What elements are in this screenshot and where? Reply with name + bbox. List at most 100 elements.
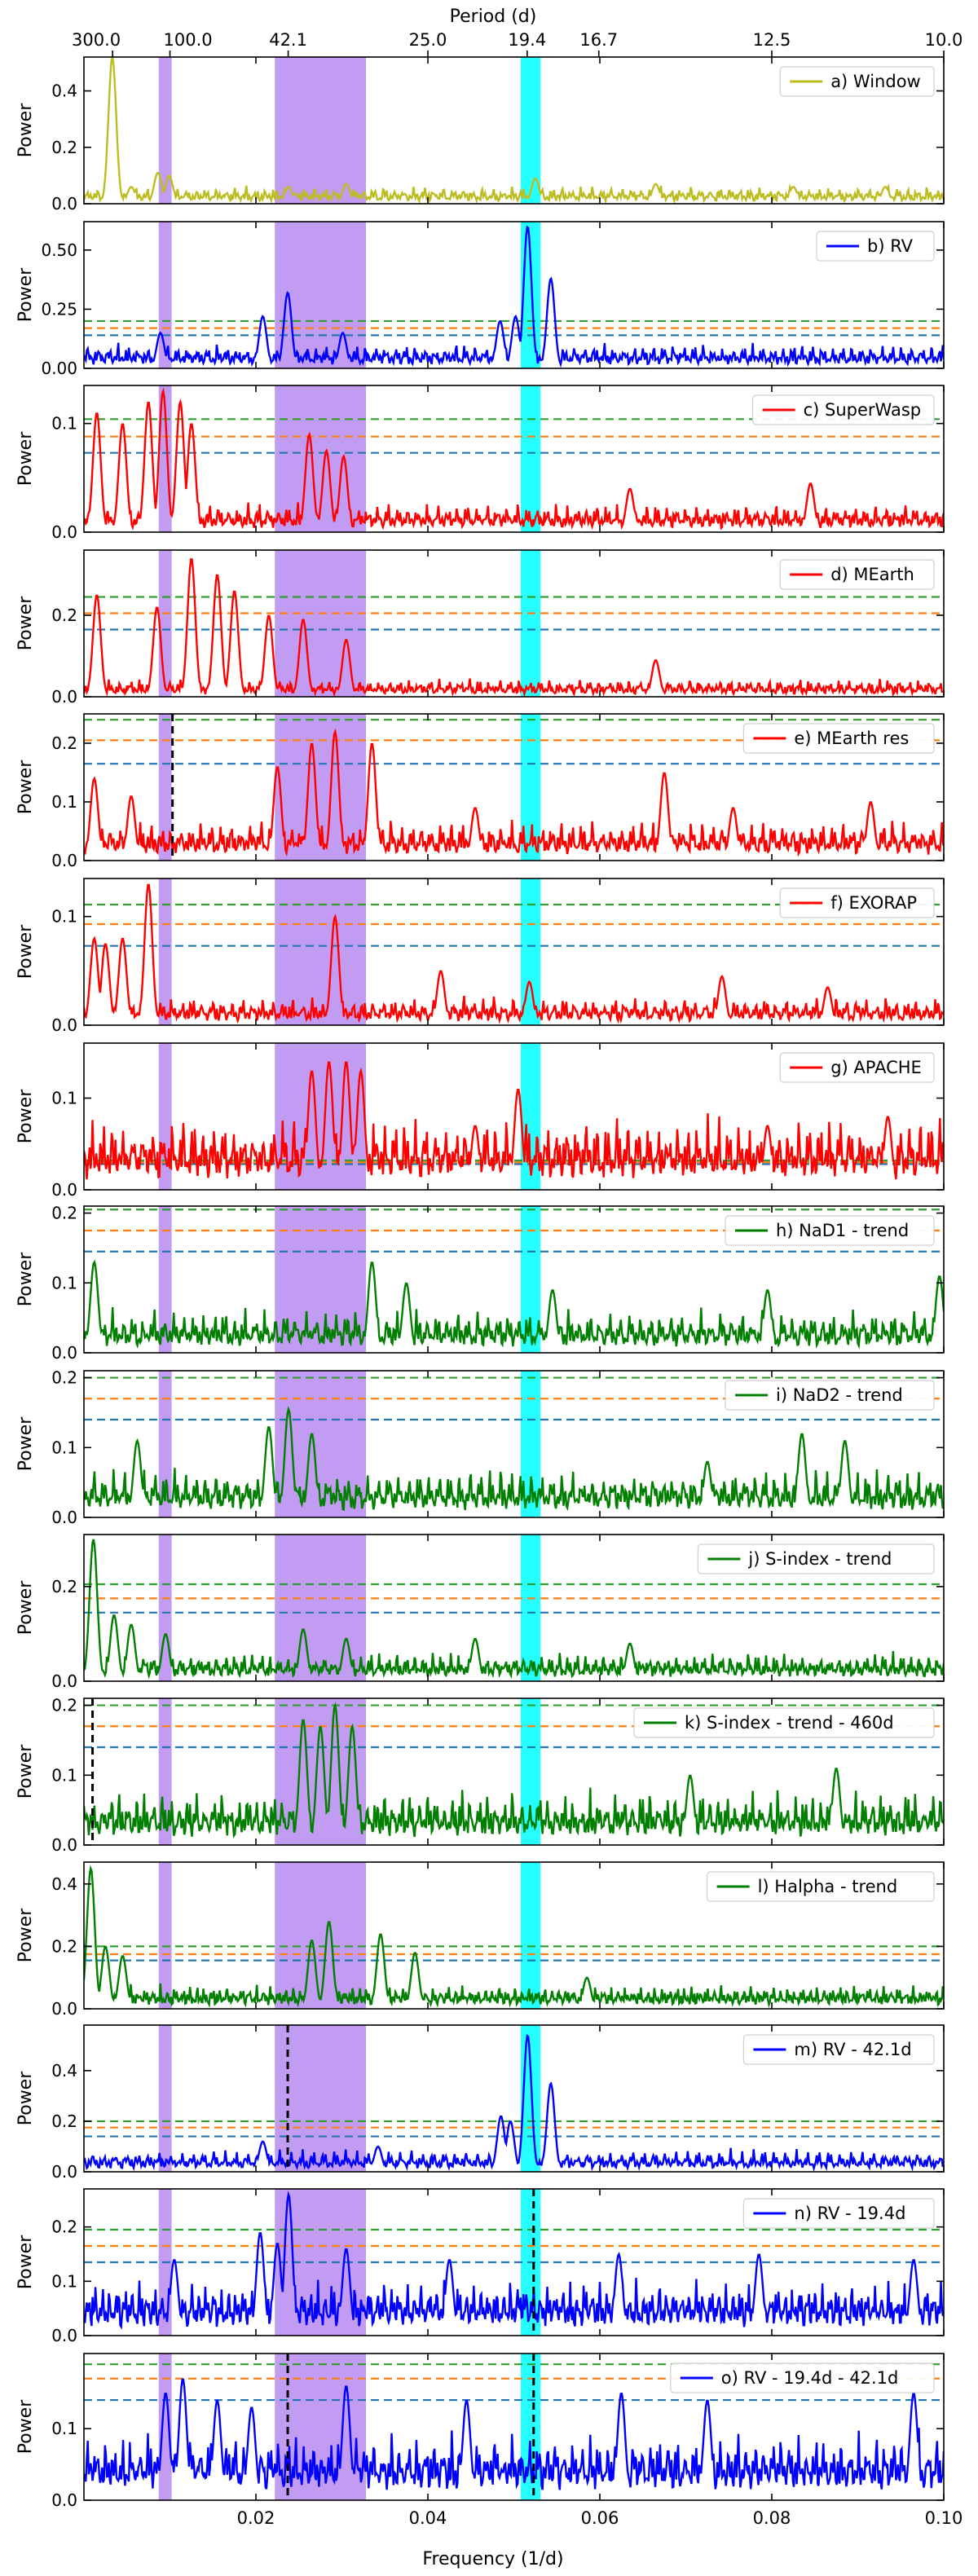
y-tick-label: 0.0: [51, 851, 77, 870]
y-tick-label: 0.0: [51, 522, 77, 542]
y-tick-label: 0.2: [51, 1204, 77, 1223]
shaded-band: [158, 714, 172, 861]
period-tick-label: 10.0: [925, 30, 963, 50]
legend-label: n) RV - 19.4d: [794, 2204, 905, 2223]
x-tick-label: 0.08: [753, 2508, 791, 2528]
panel-j: 0.0 0.2 Power j) S-index - trend: [15, 1534, 945, 1691]
legend-box: [751, 394, 935, 425]
y-tick-label: 0.00: [41, 359, 77, 378]
periodogram-line: [84, 728, 944, 857]
y-tick-label: 0.4: [51, 81, 77, 101]
panel-frame: [83, 385, 945, 533]
panel-frame: [83, 1698, 945, 1846]
y-tick-label: 0.2: [51, 2111, 77, 2131]
y-axis-label: Power: [15, 2071, 36, 2125]
shaded-band: [520, 1862, 541, 2009]
period-tick-label: 12.5: [753, 30, 791, 50]
shaded-band: [158, 1862, 172, 2009]
shaded-band: [275, 222, 367, 368]
y-axis-label: Power: [15, 1416, 36, 1471]
y-axis-label: Power: [15, 2235, 36, 2289]
shaded-band: [275, 57, 367, 204]
shaded-band: [158, 550, 172, 697]
y-tick-label: 0.2: [51, 1696, 77, 1715]
periodogram-line: [84, 387, 944, 531]
y-tick-label: 0.1: [51, 414, 77, 434]
y-tick-label: 0.1: [51, 1089, 77, 1108]
legend-box: [706, 1871, 935, 1902]
bottom-frequency-axis: 0.02 0.04 0.06 0.08 0.10: [237, 2508, 963, 2528]
y-axis-label: Power: [15, 924, 36, 979]
y-tick-label: 0.0: [51, 1999, 77, 2019]
shaded-band: [158, 57, 172, 204]
legend-label: i) NaD2 - trend: [776, 1385, 903, 1405]
y-tick-label: 0.2: [51, 1577, 77, 1596]
legend-label: j) S-index - trend: [747, 1549, 892, 1569]
legend-label: o) RV - 19.4d - 42.1d: [721, 2368, 899, 2388]
periodogram-line: [84, 1539, 944, 1680]
panel-i: 0.0 0.1 0.2 Power i) NaD2 - trend: [15, 1368, 945, 1527]
legend-box: [779, 1052, 935, 1083]
panel-frame: [83, 1370, 945, 1518]
legend-label: d) MEarth: [830, 565, 914, 584]
periodogram-line: [84, 225, 944, 368]
top-period-axis: 300.0 100.0 42.1 25.0 19.4 16.7 12.5 10.0: [72, 30, 963, 57]
legend-box: [633, 1707, 935, 1738]
y-tick-label: 0.25: [41, 299, 77, 319]
panel-n: 0.0 0.1 0.2 Power n) RV - 19.4d: [15, 2188, 945, 2345]
x-tick-label: 0.10: [925, 2508, 963, 2528]
periodogram-line: [84, 1406, 944, 1512]
panel-c: 0.0 0.1 Power c) SuperWasp: [15, 385, 945, 542]
y-axis-label: Power: [15, 596, 36, 650]
y-tick-label: 0.0: [51, 1835, 77, 1855]
legend-box: [742, 723, 935, 754]
period-tick-label: 100.0: [164, 30, 213, 50]
legend-label: a) Window: [830, 72, 921, 91]
legend-box: [725, 1380, 935, 1411]
shaded-band: [520, 878, 541, 1025]
panel-f: 0.0 0.1 Power f) EXORAP: [15, 878, 945, 1035]
y-tick-label: 0.0: [51, 1508, 77, 1527]
y-axis-label: Power: [15, 1252, 36, 1306]
legend-label: c) SuperWasp: [804, 400, 922, 420]
periodogram-line: [84, 883, 944, 1024]
period-tick-label: 300.0: [72, 30, 121, 50]
shaded-band: [158, 385, 172, 532]
shaded-band: [520, 550, 541, 697]
y-tick-label: 0.1: [51, 2419, 77, 2438]
y-tick-label: 0.1: [51, 1765, 77, 1785]
legend-box: [670, 2362, 935, 2393]
period-tick-label: 19.4: [508, 30, 546, 50]
y-tick-label: 0.1: [51, 792, 77, 812]
panel-frame: [83, 2353, 945, 2501]
y-axis-label: Power: [15, 1089, 36, 1143]
y-tick-label: 0.0: [51, 194, 77, 214]
panel-frame: [83, 221, 945, 369]
legend-box: [779, 559, 935, 590]
panel-e: 0.0 0.1 0.2 Power e) MEarth res: [15, 713, 945, 870]
periodogram-line: [84, 1259, 944, 1350]
y-axis-label: Power: [15, 1908, 36, 1962]
y-axis-label: Power: [15, 431, 36, 486]
shaded-band: [520, 385, 541, 532]
y-tick-label: 0.0: [51, 687, 77, 707]
periodogram-line: [84, 2191, 944, 2330]
shaded-band: [158, 222, 172, 368]
y-axis-label: Power: [15, 2399, 36, 2454]
y-tick-label: 0.0: [51, 1343, 77, 1363]
x-tick-label: 0.04: [409, 2508, 447, 2528]
y-tick-label: 0.4: [51, 2061, 77, 2081]
panel-a: 0.0 0.2 0.4 Power a) Window: [15, 56, 945, 214]
y-axis-label: Power: [15, 1580, 36, 1635]
panel-frame: [83, 1861, 945, 2010]
panel-d: 0.0 0.2 Power d) MEarth: [15, 549, 945, 707]
legend-label: l) Halpha - trend: [758, 1877, 898, 1896]
panel-frame: [83, 2024, 945, 2173]
shaded-band: [158, 1206, 172, 1353]
panel-k: 0.0 0.1 0.2 Power k) S-index - trend - 460d: [15, 1696, 945, 1855]
legend-box: [779, 66, 935, 97]
legend-label: e) MEarth res: [794, 729, 909, 748]
shaded-band: [275, 878, 367, 1025]
